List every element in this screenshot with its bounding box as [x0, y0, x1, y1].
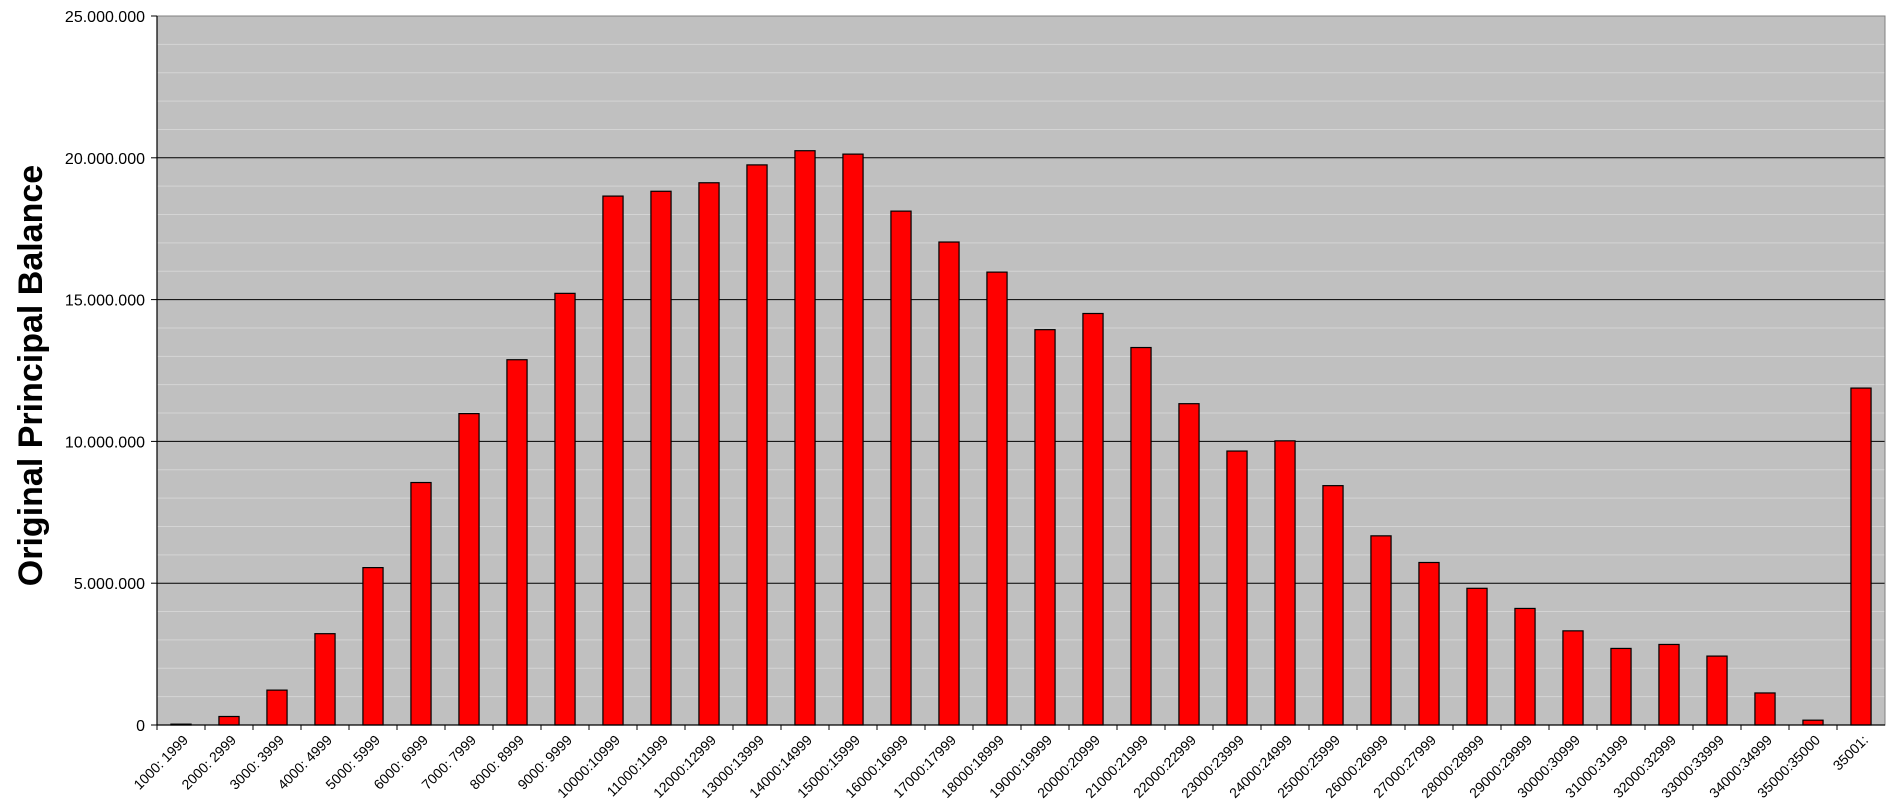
y-tick-label: 0 [136, 718, 145, 735]
bar [266, 689, 288, 726]
bar [890, 210, 912, 726]
bar [1178, 403, 1200, 726]
bar [1514, 607, 1536, 726]
bar [1562, 630, 1584, 726]
bar [554, 292, 576, 726]
y-tick-label: 15.000.000 [65, 293, 145, 310]
bar [362, 567, 384, 726]
bar [938, 241, 960, 726]
y-axis-label: Original Principal Balance [12, 165, 50, 586]
bar [1130, 346, 1152, 726]
bar [1322, 485, 1344, 726]
bar [458, 413, 480, 726]
major-gridlines [157, 157, 1885, 584]
y-tick-label: 10.000.000 [65, 434, 145, 451]
bar [1466, 587, 1488, 726]
bar [1850, 387, 1872, 726]
bar [794, 150, 816, 726]
plot-area [157, 16, 1885, 725]
bar [698, 182, 720, 726]
bar [1370, 535, 1392, 726]
bar-series [170, 150, 1872, 726]
bar [1658, 643, 1680, 726]
bar [410, 481, 432, 726]
bar [1418, 561, 1440, 726]
y-tick-label: 25.000.000 [65, 9, 145, 26]
bar [506, 359, 528, 726]
bar [218, 715, 240, 726]
bar [842, 153, 864, 726]
bar [1082, 312, 1104, 726]
y-tick-label: 20.000.000 [65, 151, 145, 168]
bar [1610, 647, 1632, 726]
y-tick-label: 5.000.000 [74, 576, 145, 593]
bar [986, 271, 1008, 726]
bar [1802, 719, 1824, 726]
bar [314, 633, 336, 726]
bar [602, 195, 624, 726]
bar [1034, 329, 1056, 726]
y-axis-tick-labels: 0 5.000.000 10.000.000 15.000.000 20.000.000… [65, 9, 157, 735]
minor-gridlines [157, 43, 1885, 698]
bar [1706, 655, 1728, 726]
bar [650, 190, 672, 726]
bar [1226, 450, 1248, 726]
x-tick-label: 35001: [1830, 732, 1872, 774]
bar [1274, 440, 1296, 726]
bar [1754, 692, 1776, 726]
bar [746, 164, 768, 726]
